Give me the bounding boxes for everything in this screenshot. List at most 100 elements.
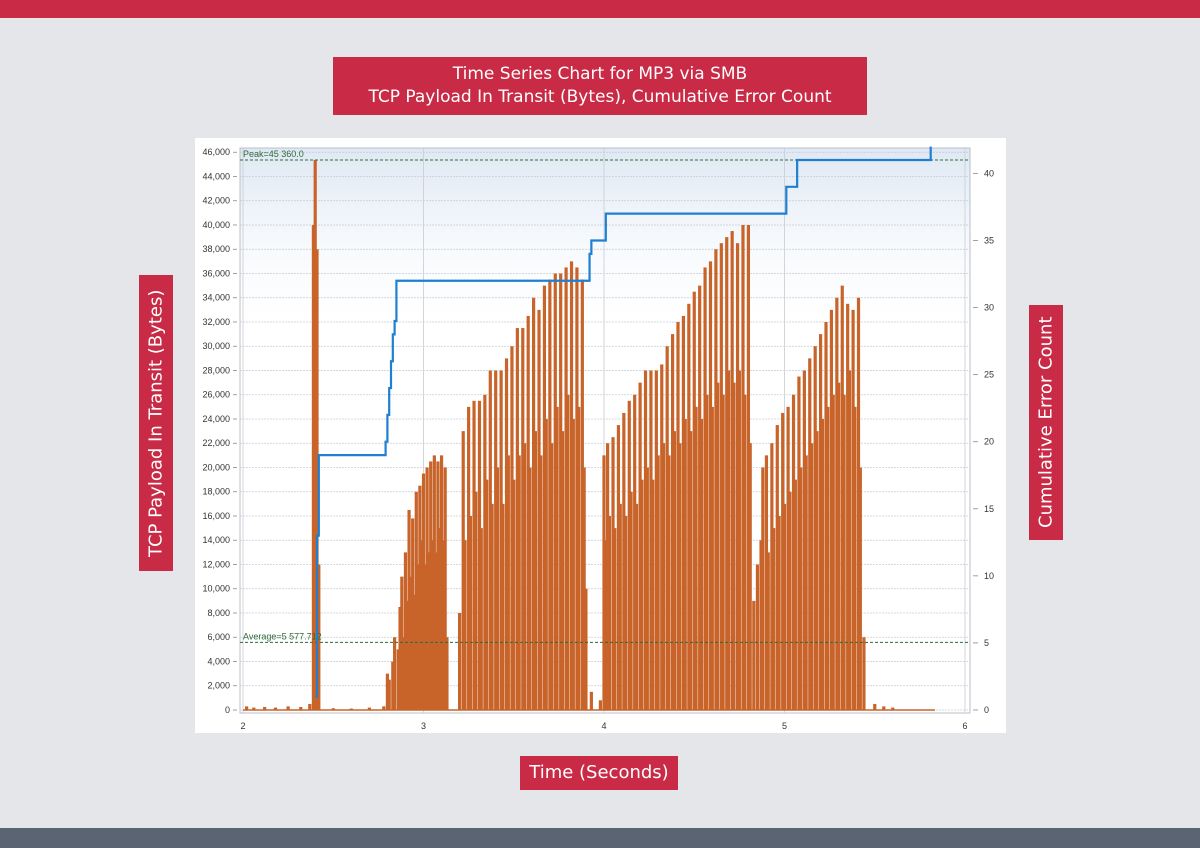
y-tick-label: 42,000 bbox=[202, 196, 230, 206]
payload-spike bbox=[555, 406, 559, 710]
chart-title-line2: TCP Payload In Transit (Bytes), Cumulati… bbox=[368, 87, 832, 107]
payload-spike bbox=[584, 588, 588, 710]
y-tick-label: 26,000 bbox=[202, 390, 230, 400]
payload-spike bbox=[730, 231, 734, 710]
payload-spike bbox=[582, 467, 586, 710]
top-accent-bar bbox=[0, 0, 1200, 18]
payload-spike bbox=[559, 273, 563, 710]
payload-spike bbox=[416, 564, 420, 710]
payload-spike bbox=[820, 418, 825, 710]
y2-tick-label: 35 bbox=[984, 235, 994, 245]
y-tick-label: 40,000 bbox=[202, 220, 230, 230]
reference-label: Average=5 577.712 bbox=[243, 631, 322, 641]
payload-spike bbox=[604, 540, 608, 710]
payload-spike bbox=[409, 576, 413, 710]
payload-spike bbox=[862, 637, 866, 710]
payload-spike bbox=[627, 400, 631, 710]
y-tick-label: 28,000 bbox=[202, 365, 230, 375]
payload-spike bbox=[458, 612, 462, 710]
payload-spike bbox=[788, 491, 792, 710]
y-tick-label: 18,000 bbox=[202, 487, 230, 497]
payload-spike bbox=[705, 394, 709, 710]
payload-spike bbox=[725, 237, 729, 710]
payload-spike bbox=[611, 437, 615, 710]
payload-spike bbox=[569, 261, 574, 710]
payload-spike bbox=[432, 455, 436, 710]
payload-spike bbox=[521, 328, 525, 710]
y-tick-label: 22,000 bbox=[202, 438, 230, 448]
payload-spike bbox=[660, 364, 664, 710]
payload-spike bbox=[676, 321, 680, 710]
payload-spike bbox=[698, 285, 702, 710]
payload-spike bbox=[689, 431, 693, 710]
payload-spike bbox=[772, 528, 776, 710]
x-tick-label: 5 bbox=[782, 721, 787, 731]
y-tick-label: 24,000 bbox=[202, 414, 230, 424]
payload-spike bbox=[315, 249, 319, 710]
payload-spike bbox=[510, 346, 514, 710]
y2-tick-label: 5 bbox=[984, 638, 989, 648]
payload-spike bbox=[829, 309, 834, 710]
payload-spike bbox=[501, 503, 505, 710]
payload-spike bbox=[775, 425, 779, 710]
x-tick-label: 3 bbox=[421, 721, 426, 731]
payload-spike bbox=[245, 706, 249, 710]
payload-spike bbox=[851, 309, 855, 710]
payload-spike bbox=[566, 394, 570, 710]
payload-spike bbox=[517, 455, 521, 710]
payload-spike bbox=[622, 412, 626, 710]
payload-spike bbox=[499, 370, 503, 710]
payload-spike bbox=[640, 479, 644, 710]
payload-spike bbox=[367, 707, 371, 710]
x-axis-label: Time (Seconds) bbox=[520, 756, 678, 790]
payload-spike bbox=[651, 479, 655, 710]
payload-spike bbox=[308, 703, 312, 710]
payload-spike bbox=[721, 394, 725, 710]
payload-spike bbox=[467, 406, 471, 710]
payload-spike bbox=[423, 564, 427, 710]
payload-spike bbox=[858, 467, 862, 710]
payload-spike bbox=[678, 443, 682, 710]
payload-spike bbox=[443, 467, 447, 710]
error-count-line bbox=[315, 146, 932, 698]
payload-spike bbox=[708, 261, 713, 710]
payload-spike bbox=[808, 358, 812, 710]
payload-spike bbox=[429, 461, 433, 710]
payload-spike bbox=[809, 443, 814, 710]
payload-spike bbox=[699, 418, 704, 710]
payload-spike bbox=[681, 315, 686, 710]
payload-spike bbox=[831, 394, 835, 710]
y-tick-label: 2,000 bbox=[207, 681, 230, 691]
payload-spike bbox=[564, 267, 568, 710]
payload-spike bbox=[488, 370, 492, 710]
y2-tick-label: 30 bbox=[984, 303, 994, 313]
payload-spike bbox=[515, 328, 519, 710]
payload-spike bbox=[439, 455, 444, 710]
chart-title-line1: Time Series Chart for MP3 via SMB bbox=[452, 64, 748, 84]
payload-spike bbox=[726, 370, 731, 710]
payload-spike bbox=[782, 503, 787, 710]
y-tick-label: 20,000 bbox=[202, 462, 230, 472]
payload-spike bbox=[589, 691, 593, 710]
payload-spike bbox=[398, 606, 402, 710]
y-tick-label: 16,000 bbox=[202, 511, 230, 521]
payload-spike bbox=[607, 515, 612, 710]
payload-spike bbox=[402, 637, 406, 710]
y-tick-label: 46,000 bbox=[202, 147, 230, 157]
reference-label: Peak=45 360.0 bbox=[243, 149, 304, 159]
y-tick-label: 4,000 bbox=[207, 656, 230, 666]
time-series-chart: Peak=45 360.0 Average=5 577.712 0 2,000 4,0… bbox=[202, 146, 994, 731]
payload-spike bbox=[477, 400, 482, 710]
payload-spike bbox=[445, 637, 449, 710]
payload-spike bbox=[683, 418, 687, 710]
payload-spike bbox=[495, 467, 500, 710]
payload-spike bbox=[311, 224, 315, 710]
chart-title: Time Series Chart for MP3 via SMB TCP Pa… bbox=[333, 57, 867, 115]
payload-spike bbox=[847, 370, 852, 710]
payload-spike bbox=[835, 297, 839, 710]
payload-spike bbox=[624, 515, 628, 710]
payload-spike bbox=[575, 267, 579, 710]
payload-spike bbox=[770, 443, 774, 710]
payload-spike bbox=[483, 394, 487, 710]
y2-tick-label: 25 bbox=[984, 370, 994, 380]
